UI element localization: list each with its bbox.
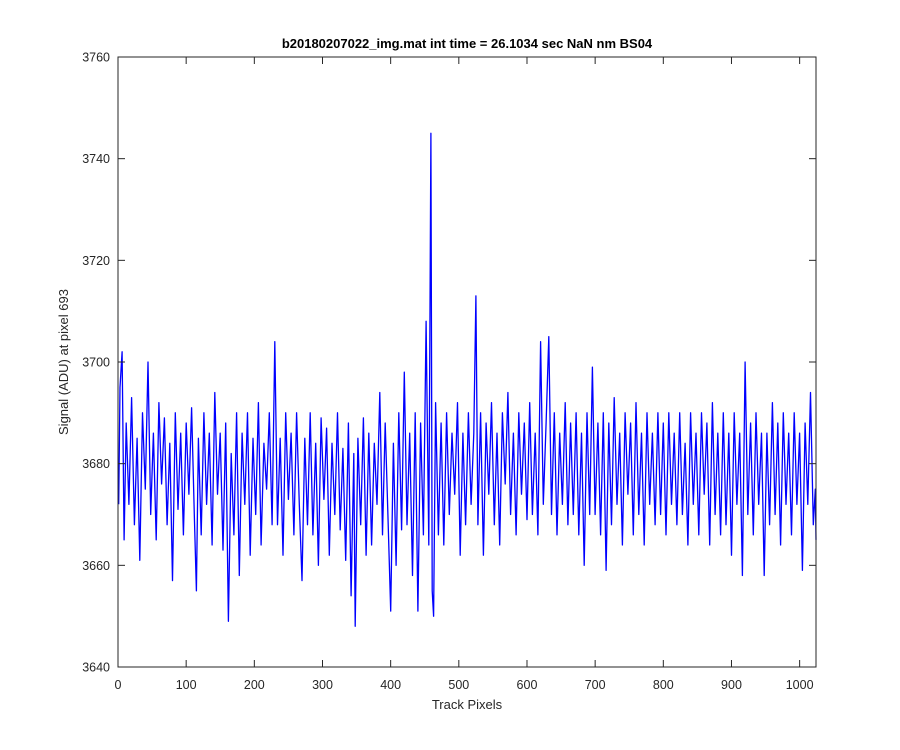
y-tick-label: 3640 — [82, 661, 110, 675]
y-tick-label: 3680 — [82, 457, 110, 471]
x-axis-label: Track Pixels — [432, 697, 503, 712]
x-axis-ticks: 0 100 200 300 400 500 600 700 800 900 1000 — [115, 57, 814, 692]
chart-title: b20180207022_img.mat int time = 26.1034 … — [282, 36, 653, 51]
series-group — [118, 132, 817, 627]
y-tick-label: 3720 — [82, 254, 110, 268]
x-tick-label: 900 — [721, 678, 742, 692]
x-tick-label: 500 — [448, 678, 469, 692]
x-tick-label: 300 — [312, 678, 333, 692]
plot-area — [118, 57, 816, 667]
y-tick-label: 3660 — [82, 559, 110, 573]
y-tick-label: 3760 — [82, 51, 110, 65]
y-tick-label: 3740 — [82, 152, 110, 166]
x-tick-label: 700 — [585, 678, 606, 692]
y-tick-label: 3700 — [82, 356, 110, 370]
series-line — [118, 132, 817, 627]
x-tick-label: 400 — [380, 678, 401, 692]
y-axis-label: Signal (ADU) at pixel 693 — [56, 289, 71, 435]
x-tick-label: 1000 — [786, 678, 814, 692]
x-tick-label: 100 — [176, 678, 197, 692]
y-axis-ticks: 3640 3660 3680 3700 3720 3740 3760 — [82, 51, 816, 675]
x-tick-label: 200 — [244, 678, 265, 692]
x-tick-label: 0 — [115, 678, 122, 692]
x-tick-label: 800 — [653, 678, 674, 692]
x-tick-label: 600 — [517, 678, 538, 692]
